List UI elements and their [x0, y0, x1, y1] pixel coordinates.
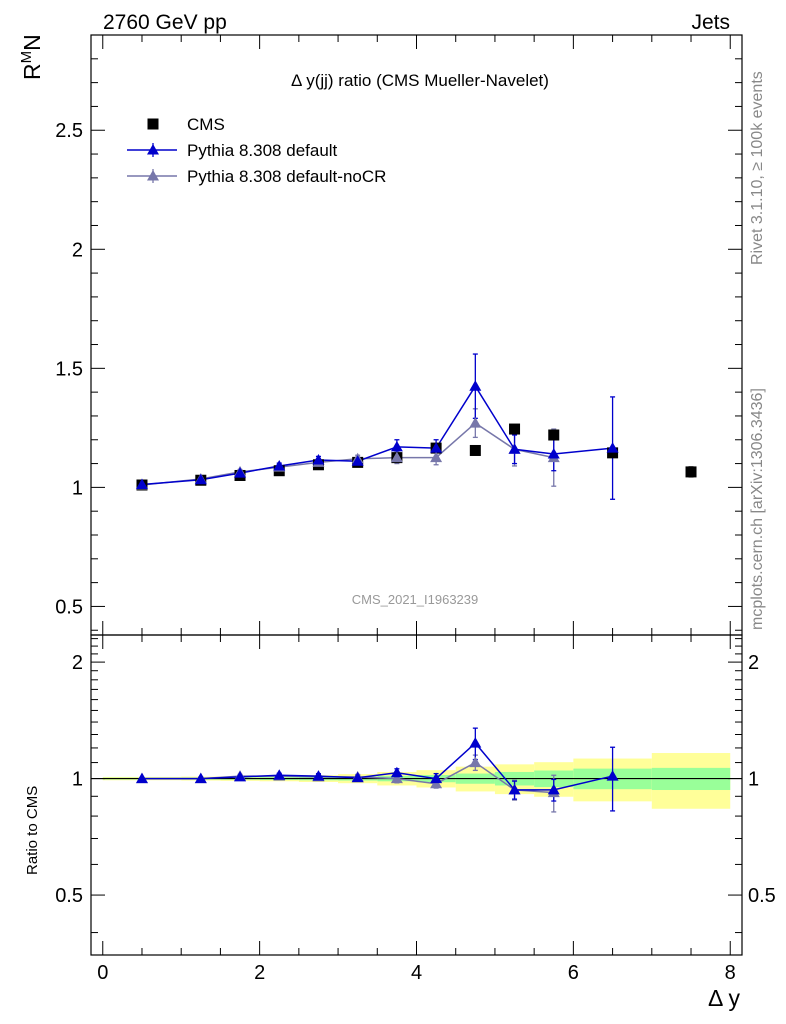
legend: CMS Pythia 8.308 default Pythia 8.308 defa… — [127, 115, 386, 186]
x-tick-label: 6 — [568, 962, 579, 984]
x-tick-label: 4 — [411, 962, 422, 984]
pythia-default-point — [273, 459, 286, 471]
y-tick-label: 0.5 — [55, 596, 83, 618]
mcplots-info-text: mcplots.cern.ch [arXiv:1306.3436] — [749, 388, 766, 630]
chart-title: Δ y(jj) ratio (CMS Mueller-Navelet) — [291, 71, 549, 90]
ratio-pythia-default-point — [273, 769, 286, 780]
ratio-panel: 0 2 4 6 8 0.5 0.5 1 1 2 2 Ratio to CMS Δ y — [24, 634, 776, 1011]
ratio-pythia-nocr-point — [390, 772, 403, 784]
pythia-nocr-point — [469, 417, 482, 428]
pythia-default-point — [390, 440, 403, 452]
ratio-markers — [135, 737, 619, 798]
ratio-pythia-default-point — [508, 783, 521, 795]
legend-item-cms: CMS — [147, 115, 225, 134]
analysis-watermark: CMS_2021_I1963239 — [352, 592, 479, 607]
pythia-nocr-point — [430, 451, 443, 463]
y-tick-label: 1.5 — [55, 358, 83, 380]
x-tick-label: 8 — [725, 962, 736, 984]
x-axis-label: Δ y — [708, 985, 740, 1011]
cms-data-point — [469, 444, 481, 456]
ratio-pythia-default-point — [135, 772, 148, 784]
y-axis-label-tail: N — [19, 34, 45, 51]
cms-data-point — [685, 466, 697, 478]
header-left-label: 2760 GeV pp — [103, 11, 227, 34]
y-axis-label-sup: M — [18, 51, 35, 64]
ratio-pythia-default-point — [351, 771, 364, 783]
y-axis-label: RMN — [18, 34, 45, 80]
main-markers — [135, 380, 697, 491]
ratio-pythia-default-point — [430, 772, 443, 784]
pythia-default-point — [469, 380, 482, 391]
ratio-y-tick-label-right: 0.5 — [748, 885, 776, 907]
ratio-pythia-default-point — [606, 770, 619, 781]
pythia-default-point — [547, 448, 560, 459]
legend-item-pythia-nocr: Pythia 8.308 default-noCR — [127, 167, 386, 186]
ratio-y-tick-label-right: 2 — [748, 652, 759, 674]
rivet-info-text: Rivet 3.1.10, ≥ 100k events — [749, 71, 766, 265]
pythia-default-point — [430, 442, 443, 453]
cms-data-point — [509, 423, 521, 435]
pythia-default-point — [351, 455, 364, 466]
ratio-pythia-default-point — [547, 783, 560, 795]
ratio-y-tick-label-right: 1 — [748, 769, 759, 791]
ratio-axes: 0 2 4 6 8 0.5 0.5 1 1 2 2 — [55, 634, 776, 984]
legend-item-pythia-default-label: Pythia 8.308 default — [187, 141, 338, 160]
y-tick-label: 1 — [72, 477, 83, 499]
legend-item-pythia-default: Pythia 8.308 default — [127, 141, 338, 160]
main-error-bars — [139, 353, 694, 500]
ratio-y-tick-label: 2 — [72, 652, 83, 674]
ratio-pythia-default-point — [312, 770, 325, 781]
legend-item-pythia-default-marker — [147, 144, 159, 155]
pythia-default-point — [508, 443, 521, 454]
pythia-default-point — [135, 478, 148, 490]
x-tick-label: 0 — [97, 962, 108, 984]
main-panel: 0.5 1 1.5 2 2.5 Δ y(jj) ratio (CMS Mueller-N… — [55, 34, 743, 636]
ratio-pythia-nocr-point — [469, 756, 482, 768]
ratio-y-axis-label: Ratio to CMS — [24, 786, 41, 875]
pythia-default-point — [194, 473, 207, 485]
y-axis-label-main: R — [19, 63, 45, 80]
header-right-label: Jets — [691, 11, 730, 34]
ratio-y-tick-label: 0.5 — [55, 885, 83, 907]
ratio-y-tick-label: 1 — [72, 769, 83, 791]
legend-item-pythia-nocr-label: Pythia 8.308 default-noCR — [187, 167, 386, 186]
legend-cms-label: CMS — [187, 115, 225, 134]
legend-item-pythia-nocr-marker — [147, 170, 159, 181]
y-tick-label: 2 — [72, 239, 83, 261]
cms-data-point — [607, 447, 619, 459]
ratio-pythia-default-point — [194, 772, 207, 784]
cms-data-point — [548, 429, 560, 441]
pythia-nocr-point — [390, 451, 403, 463]
pythia-default-point — [234, 467, 247, 478]
ratio-pythia-default-line — [141, 742, 613, 791]
main-series-lines — [141, 384, 613, 486]
y-tick-label: 2.5 — [55, 120, 83, 142]
x-tick-label: 2 — [254, 962, 265, 984]
ratio-pythia-default-point — [469, 737, 482, 748]
pythia-default-point — [312, 454, 325, 465]
ratio-pythia-default-point — [390, 766, 403, 778]
legend-cms-marker — [147, 118, 159, 130]
ratio-pythia-default-point — [234, 770, 247, 782]
pythia-default-line — [141, 384, 613, 486]
pythia-default-point — [606, 442, 619, 453]
